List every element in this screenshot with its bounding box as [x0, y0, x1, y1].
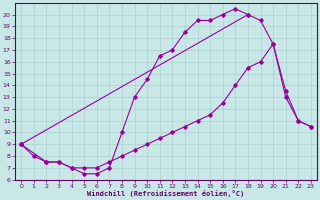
X-axis label: Windchill (Refroidissement éolien,°C): Windchill (Refroidissement éolien,°C) [87, 190, 245, 197]
